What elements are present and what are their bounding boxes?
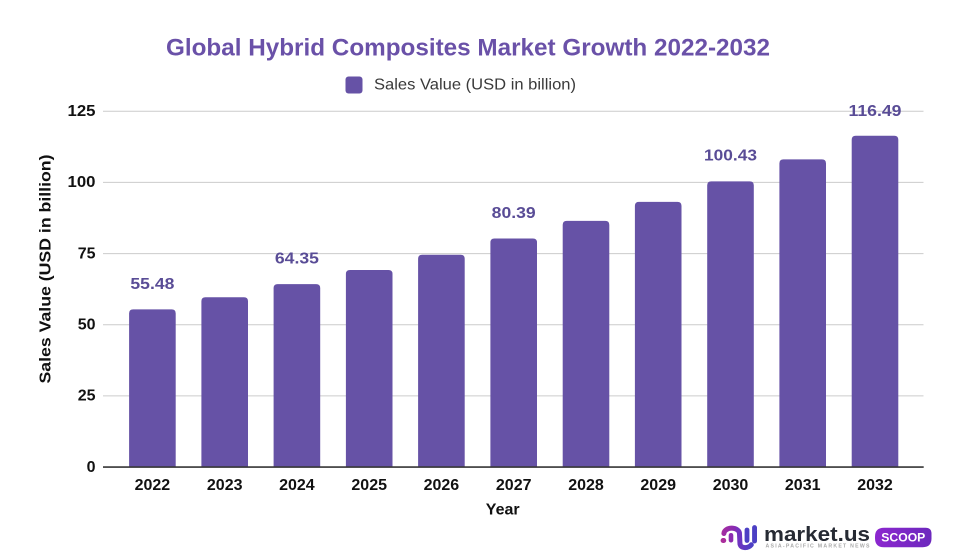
svg-text:2032: 2032 xyxy=(857,477,893,494)
svg-text:2030: 2030 xyxy=(713,477,749,494)
svg-text:80.39: 80.39 xyxy=(492,205,536,222)
svg-text:Year: Year xyxy=(486,502,520,519)
svg-text:64.35: 64.35 xyxy=(275,250,319,267)
svg-text:2031: 2031 xyxy=(785,477,821,494)
svg-text:Sales Value (USD in billion): Sales Value (USD in billion) xyxy=(374,77,576,94)
svg-text:75: 75 xyxy=(78,245,96,262)
svg-text:25: 25 xyxy=(78,388,96,405)
svg-text:2027: 2027 xyxy=(496,477,532,494)
svg-text:2025: 2025 xyxy=(351,477,387,494)
svg-text:50: 50 xyxy=(78,317,96,334)
svg-text:100: 100 xyxy=(68,174,96,191)
svg-text:2026: 2026 xyxy=(424,477,460,494)
svg-text:2028: 2028 xyxy=(568,477,604,494)
svg-text:Sales Value (USD in billion): Sales Value (USD in billion) xyxy=(38,155,55,384)
svg-text:0: 0 xyxy=(87,459,96,476)
svg-text:100.43: 100.43 xyxy=(704,147,757,164)
svg-text:2029: 2029 xyxy=(640,477,676,494)
svg-text:SCOOP: SCOOP xyxy=(881,533,925,545)
svg-text:116.49: 116.49 xyxy=(849,103,902,120)
svg-text:Global Hybrid Composites Marke: Global Hybrid Composites Market Growth 2… xyxy=(166,35,770,62)
svg-text:ASIA-PACIFIC MARKET NEWS: ASIA-PACIFIC MARKET NEWS xyxy=(766,544,871,550)
svg-text:2022: 2022 xyxy=(135,477,171,494)
svg-text:2024: 2024 xyxy=(279,477,315,494)
svg-text:2023: 2023 xyxy=(207,477,243,494)
svg-text:125: 125 xyxy=(68,103,96,120)
svg-text:market.us: market.us xyxy=(764,523,870,546)
svg-text:55.48: 55.48 xyxy=(130,276,174,293)
